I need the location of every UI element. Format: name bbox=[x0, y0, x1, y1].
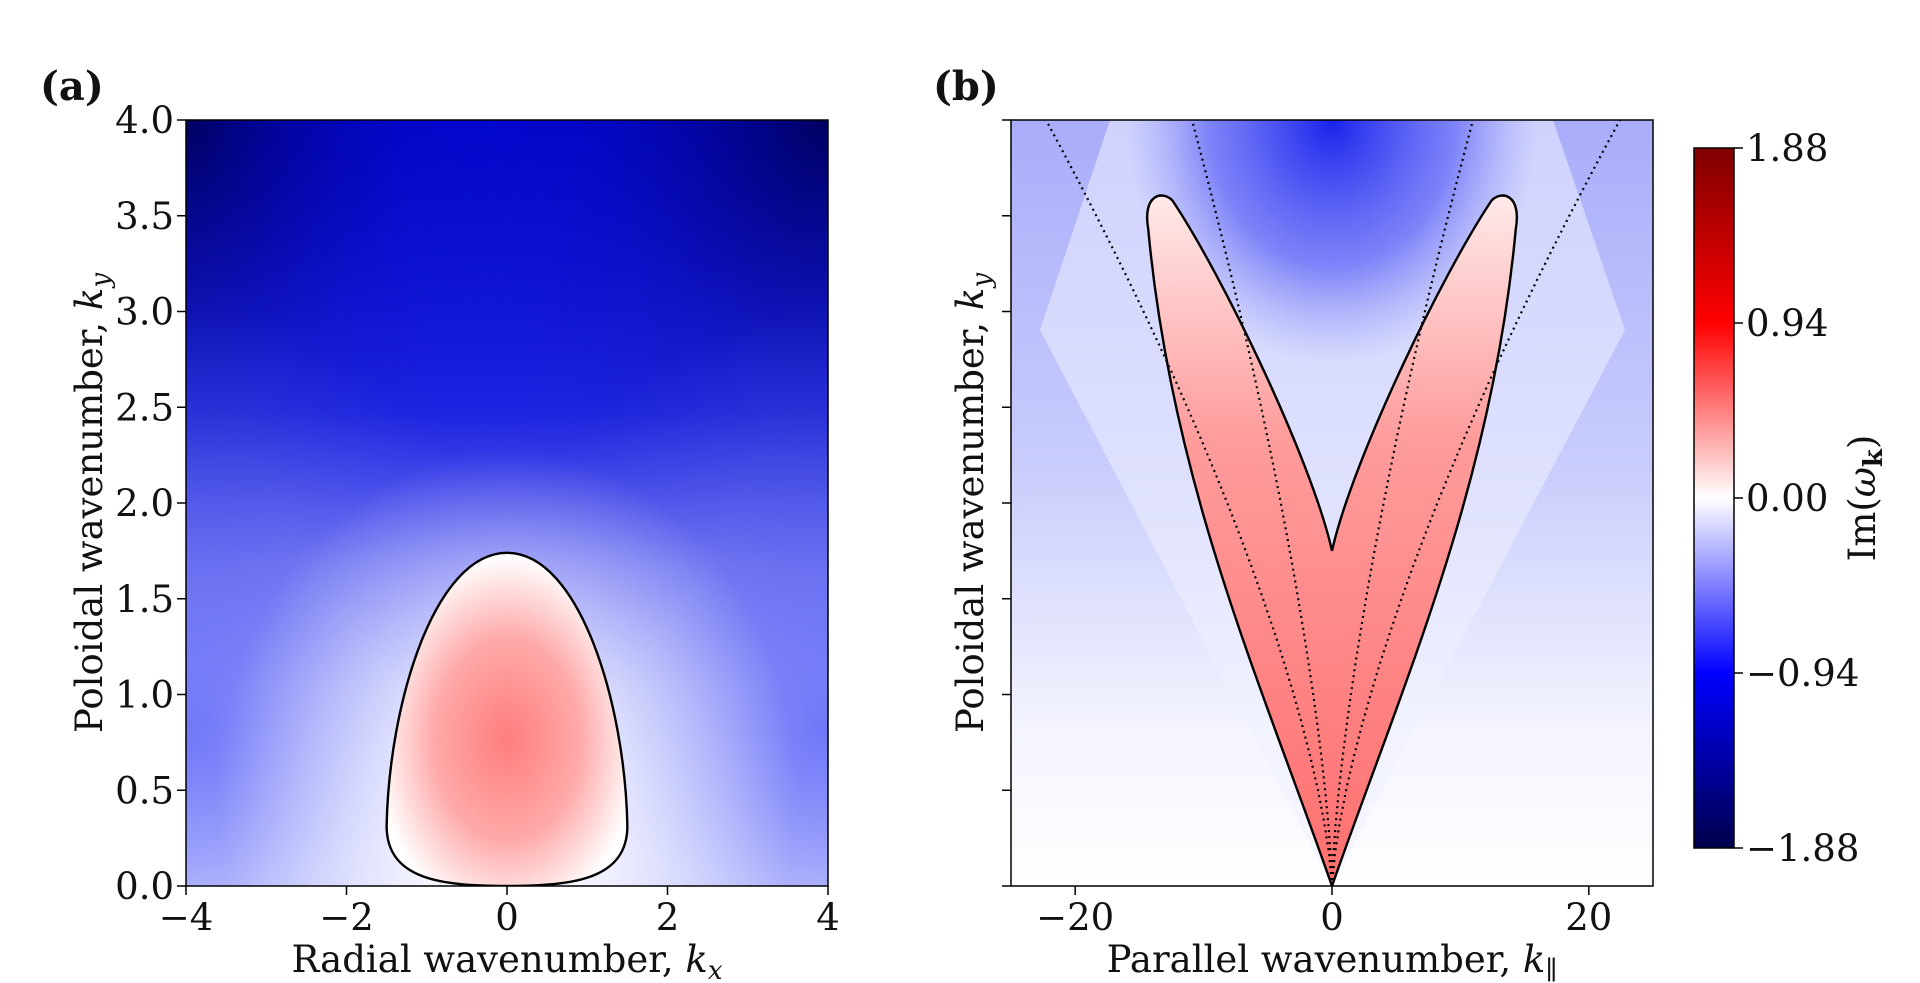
panel-a-y-tick-label: 3.0 bbox=[115, 291, 174, 334]
panel-b-x-tick-label: 20 bbox=[1565, 896, 1612, 939]
panel-b-label: (b) bbox=[933, 63, 999, 110]
panel-a-y-tick-label: 0.5 bbox=[115, 769, 174, 812]
panel-b-y-axis-label: Poloidal wavenumber, ky bbox=[949, 273, 997, 733]
panel-a-x-tick-label: 0 bbox=[495, 896, 519, 939]
colorbar-ticks: −1.88 −0.94 0.00 0.94 1.88 bbox=[1734, 127, 1859, 870]
panel-a-y-tick-label: 2.5 bbox=[115, 386, 174, 429]
panel-a-x-tick-label: 4 bbox=[816, 896, 840, 939]
colorbar-tick-label: 0.94 bbox=[1746, 302, 1828, 345]
panel-a-y-ticks: 0.0 0.5 1.0 1.5 2.0 2.5 3.0 3.5 4.0 bbox=[115, 99, 186, 908]
panel-a-y-tick-label: 4.0 bbox=[115, 99, 174, 142]
panel-b-plot-area bbox=[1011, 120, 1653, 886]
colorbar-tick-label: −0.94 bbox=[1746, 652, 1859, 695]
panel-b-x-axis-label: Parallel wavenumber, k∥ bbox=[1107, 938, 1558, 983]
panel-b-dotted-curve-outer-left bbox=[1045, 120, 1334, 886]
panel-b-dotted-curve-inner-right bbox=[1330, 120, 1475, 886]
colorbar-tick-label: 0.00 bbox=[1746, 477, 1828, 520]
panel-b-x-tick-label: 0 bbox=[1320, 896, 1344, 939]
panel-a-y-axis-label: Poloidal wavenumber, ky bbox=[68, 273, 116, 733]
panel-a-plot-area bbox=[186, 120, 828, 886]
panel-b-dotted-curve-inner-left bbox=[1190, 120, 1334, 886]
panel-a-y-tick-label: 1.5 bbox=[115, 578, 174, 621]
panel-a-x-axis-label: Radial wavenumber, kx bbox=[291, 938, 722, 983]
panel-b-y-ticks bbox=[1002, 119, 1011, 887]
panel-a-zero-contour bbox=[385, 551, 629, 886]
colorbar-tick-label: 1.88 bbox=[1746, 127, 1828, 170]
panel-a-y-tick-label: 3.5 bbox=[115, 195, 174, 238]
colorbar-label: Im(ωk) bbox=[1841, 435, 1889, 562]
panel-a-label: (a) bbox=[40, 63, 104, 110]
panel-a-x-tick-label: −2 bbox=[319, 896, 374, 939]
panel-a-unstable-region bbox=[386, 552, 628, 886]
panel-a-y-tick-label: 1.0 bbox=[115, 674, 174, 717]
panel-a-y-tick-label: 2.0 bbox=[115, 482, 174, 525]
panel-b-x-tick-label: −20 bbox=[1036, 896, 1114, 939]
panel-b-dotted-curve-outer-right bbox=[1330, 120, 1621, 886]
panel-a-y-tick-label: 0.0 bbox=[115, 865, 174, 908]
panel-a-x-tick-label: −4 bbox=[159, 896, 214, 939]
panel-b-unstable-region bbox=[1147, 195, 1517, 886]
panel-a-x-ticks: −4 −2 0 2 4 bbox=[159, 886, 840, 939]
colorbar-tick-label: −1.88 bbox=[1746, 827, 1859, 870]
panel-b-x-ticks: −20 0 20 bbox=[1036, 886, 1612, 939]
panel-a-x-tick-label: 2 bbox=[656, 896, 680, 939]
colorbar-gradient bbox=[1693, 147, 1735, 849]
panel-b-zero-contour bbox=[1145, 194, 1519, 886]
